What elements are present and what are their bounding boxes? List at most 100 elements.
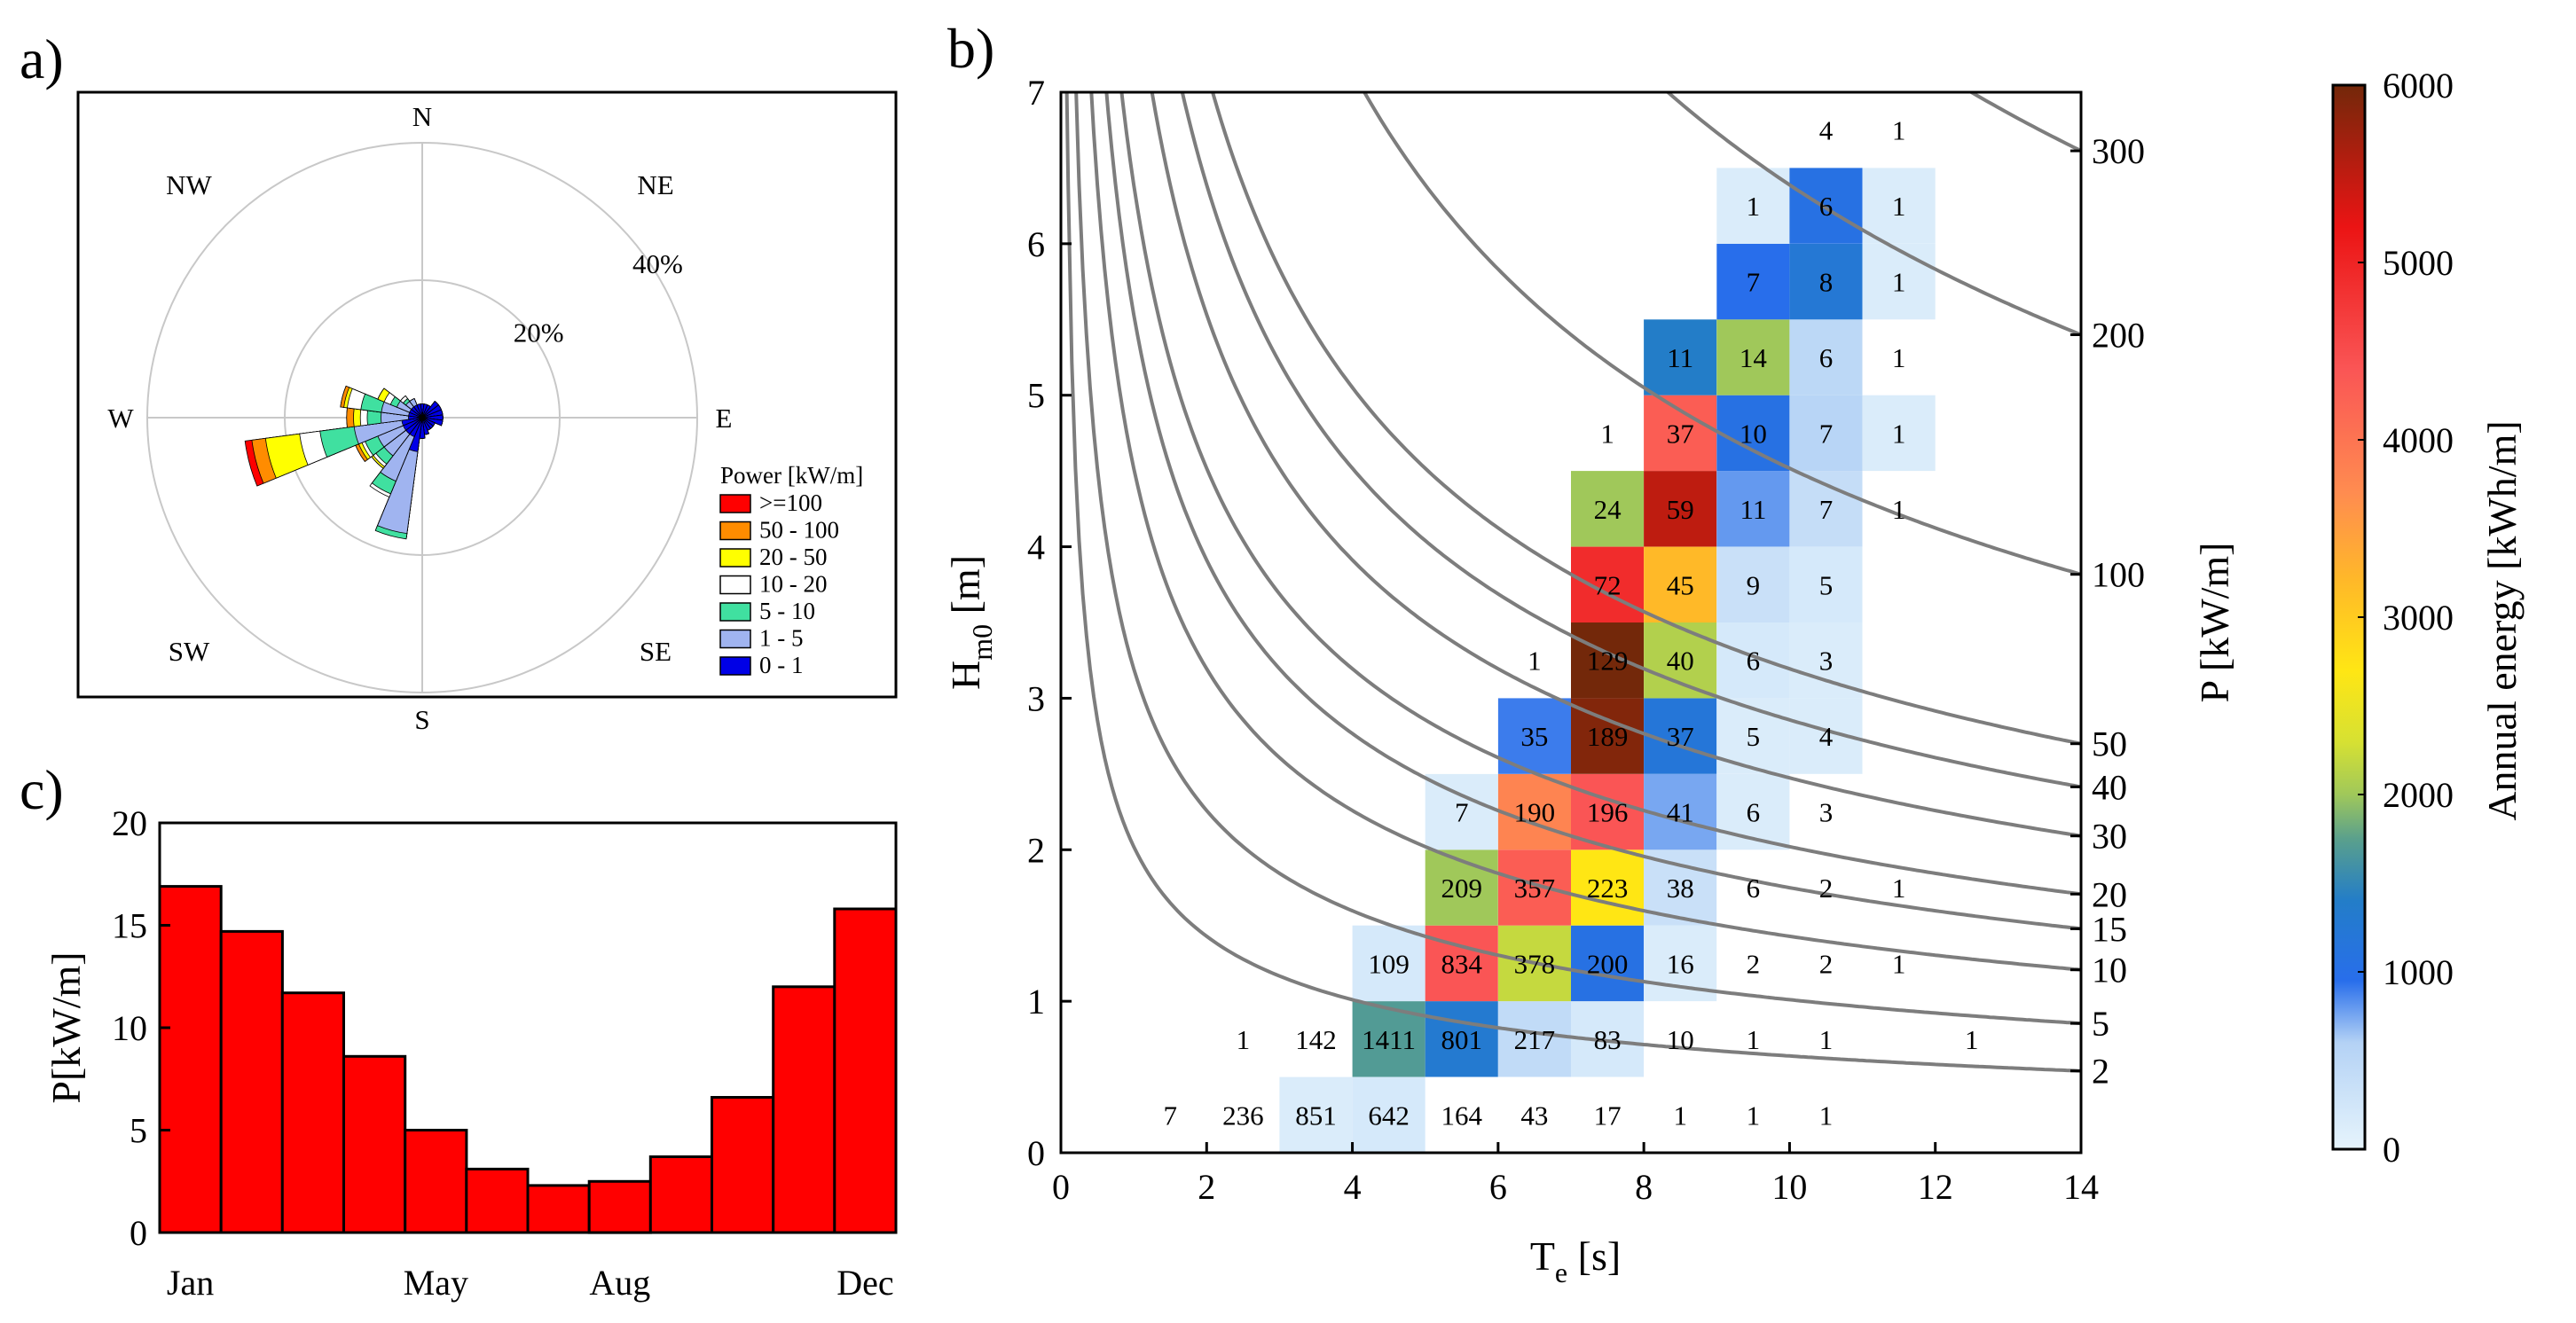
heatmap-y-tick-2: 2 <box>1027 830 1045 870</box>
heatmap-cell-count: 1411 <box>1362 1024 1416 1055</box>
heatmap-cell-count: 1 <box>1600 418 1614 449</box>
heatmap-cell-count: 1 <box>1892 873 1906 904</box>
bar-x-ticks: Jan May Aug Dec <box>167 1263 894 1303</box>
bar-y-ticks: 0 5 10 15 20 <box>112 803 170 1253</box>
colorbar-tick-3000: 3000 <box>2383 598 2454 638</box>
heatmap-cell <box>1571 471 1645 547</box>
heatmap-cell-count: 1 <box>1819 1024 1834 1055</box>
heatmap-cell-count: 11 <box>1667 342 1693 373</box>
bar-y-tick-20: 20 <box>112 803 147 843</box>
heatmap-cell <box>1716 168 1790 244</box>
heatmap-cell-count: 196 <box>1587 797 1629 828</box>
heatmap-cell-count: 2 <box>1819 873 1834 904</box>
heatmap-cell <box>1644 395 1717 472</box>
heatmap-cell-count: 834 <box>1441 948 1483 979</box>
heatmap-cell <box>1789 319 1863 395</box>
power-axis-label: P [kW/m] <box>2192 543 2237 703</box>
y-label-sub: m0 <box>966 624 998 661</box>
x-label-sub: e <box>1555 1256 1567 1288</box>
heatmap-cell <box>1571 849 1645 926</box>
panel-b-label: b) <box>947 17 994 80</box>
heatmap-cell <box>1644 622 1717 699</box>
power-label-30: 30 <box>2092 817 2127 857</box>
heatmap-cell <box>1862 243 1936 320</box>
heatmap-x-tick-2: 2 <box>1198 1167 1215 1207</box>
heatmap-cell <box>1716 243 1790 320</box>
heatmap-cell <box>1644 546 1717 622</box>
legend-label-20-50: 20 - 50 <box>759 544 828 570</box>
legend-label-100: >=100 <box>759 489 822 516</box>
heatmap-x-tick-14: 14 <box>2063 1167 2099 1207</box>
legend-label-10-20: 10 - 20 <box>759 571 828 598</box>
power-label-200: 200 <box>2092 316 2145 356</box>
bar-oct <box>711 1096 775 1234</box>
heatmap-cell-count: 10 <box>1667 1024 1694 1055</box>
power-label-20: 20 <box>2092 874 2127 914</box>
heatmap-cell-count: 2 <box>1747 948 1761 979</box>
bar-aug <box>587 1179 652 1234</box>
heatmap-cell-count: 83 <box>1594 1024 1622 1055</box>
heatmap-cell <box>1789 622 1863 699</box>
heatmap-cell-count: 6 <box>1747 873 1761 904</box>
heatmap-cell <box>1716 319 1790 395</box>
heatmap-cell-count: 72 <box>1594 569 1622 600</box>
heatmap-cell-count: 1 <box>1819 1100 1834 1131</box>
heatmap-cell <box>1571 622 1645 699</box>
power-line-15 <box>1104 92 2081 931</box>
x-label-unit: [s] <box>1567 1233 1621 1279</box>
heatmap-cell-count: 16 <box>1667 948 1694 979</box>
rose-direction-sw: SW <box>169 636 210 667</box>
power-label-10: 10 <box>2092 951 2127 990</box>
heatmap-cell-count: 190 <box>1514 797 1556 828</box>
bar-sep <box>648 1155 713 1234</box>
colorbar-tick-1000: 1000 <box>2383 952 2454 992</box>
heatmap-cell-count: 7 <box>1819 418 1834 449</box>
colorbar-ticks: 0 1000 2000 3000 4000 5000 6000 <box>2358 66 2454 1170</box>
panel-a-wind-rose: a) N NE E SE S SW W NW 20% 40% Power [kW/m] >=100… <box>20 27 898 735</box>
heatmap-cell <box>1716 622 1790 699</box>
heatmap-x-ticks: 0 2 4 6 8 10 12 14 <box>1052 1142 2099 1207</box>
power-label-40: 40 <box>2092 767 2127 807</box>
colorbar-tick-6000: 6000 <box>2383 66 2454 106</box>
heatmap-cell-count: 1 <box>1673 1100 1687 1131</box>
heatmap-cell <box>1352 925 1425 1002</box>
bar-x-tick-dec: Dec <box>836 1263 893 1303</box>
heatmap-cell-count: 236 <box>1222 1100 1264 1131</box>
heatmap-cell-count: 9 <box>1747 569 1761 600</box>
bar-x-tick-may: May <box>404 1263 468 1303</box>
power-line-2 <box>1064 92 2081 1073</box>
heatmap-y-tick-0: 0 <box>1027 1133 1045 1173</box>
bar-y-tick-0: 0 <box>130 1213 147 1253</box>
heatmap-cell <box>1571 546 1645 622</box>
bar-y-axis-label: P[kW/m] <box>43 951 89 1103</box>
power-line-5 <box>1074 92 2081 1026</box>
colorbar-tick-4000: 4000 <box>2383 420 2454 460</box>
bar-y-tick-10: 10 <box>112 1008 147 1048</box>
heatmap-cell-count: 1 <box>1892 494 1906 525</box>
heatmap-cell-count: 1 <box>1892 191 1906 222</box>
heatmap-cell-count: 17 <box>1594 1100 1622 1131</box>
heatmap-x-tick-10: 10 <box>1771 1167 1807 1207</box>
heatmap-y-tick-6: 6 <box>1027 224 1045 264</box>
heatmap-cell-count: 2 <box>1819 948 1834 979</box>
rose-direction-e: E <box>716 403 733 434</box>
heatmap-cell-count: 4 <box>1819 115 1834 146</box>
heatmap-cell <box>1497 773 1571 850</box>
heatmap-cell-count: 6 <box>1819 191 1834 222</box>
heatmap-cell-count: 1 <box>1528 646 1542 677</box>
power-label-300: 300 <box>2092 131 2145 171</box>
heatmap-cell-count: 6 <box>1819 342 1834 373</box>
power-label-2: 2 <box>2092 1052 2109 1092</box>
bar-group <box>158 885 898 1234</box>
heatmap-cell <box>1862 395 1936 472</box>
heatmap-cell-count: 164 <box>1441 1100 1483 1131</box>
power-line-100 <box>1362 92 2081 576</box>
legend-title: Power [kW/m] <box>720 462 863 489</box>
heatmap-cell <box>1644 319 1717 395</box>
heatmap-cell-count: 217 <box>1514 1024 1556 1055</box>
heatmap-cell-count: 1 <box>1892 342 1906 373</box>
heatmap-cell-count: 24 <box>1594 494 1622 525</box>
heatmap-cell-count: 3 <box>1819 797 1834 828</box>
heatmap-cell-count: 129 <box>1587 646 1629 677</box>
